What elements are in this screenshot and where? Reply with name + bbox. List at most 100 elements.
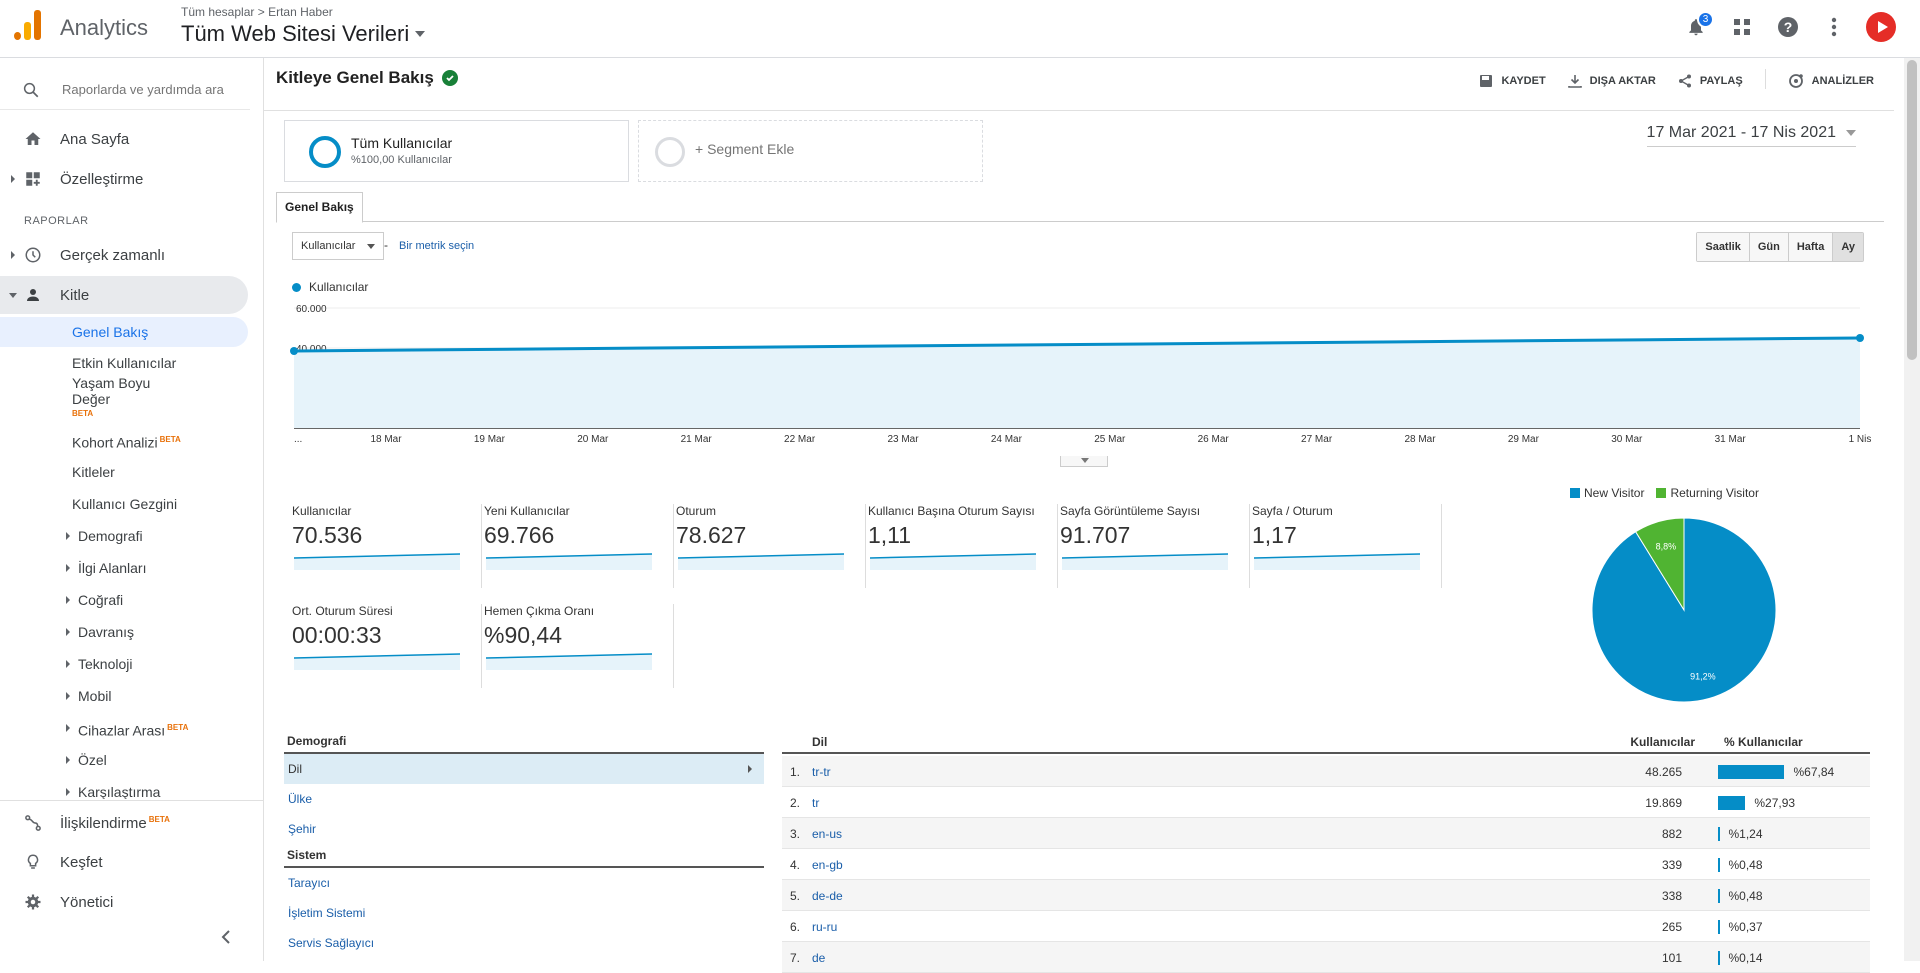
series-area — [294, 338, 1860, 428]
more-options-button[interactable] — [1820, 13, 1848, 41]
add-segment-button[interactable]: + Segment Ekle — [638, 120, 983, 182]
cross-device-label: Cihazlar Arası — [78, 722, 166, 739]
sidebar-sub-custom[interactable]: Özel — [0, 745, 248, 775]
property-selector[interactable]: Tüm Web Sitesi Verileri — [181, 21, 426, 47]
time-granularity: Saatlik Gün Hafta Ay — [1696, 232, 1864, 262]
demo-link-isp[interactable]: Servis Sağlayıcı — [288, 936, 375, 950]
pie-slice[interactable] — [1634, 517, 1685, 612]
sidebar-sub-cross-device[interactable]: Cihazlar Arası BETA — [0, 713, 248, 743]
chevron-down-icon — [367, 244, 376, 249]
sidebar-sub-audiences[interactable]: Kitleler — [72, 464, 115, 480]
sidebar-item-attribution[interactable]: İlişkilendirme BETA — [0, 804, 248, 842]
sidebar-sub-user-explorer[interactable]: Kullanıcı Gezgini — [72, 496, 178, 512]
language-link[interactable]: ru-ru — [812, 920, 838, 934]
search-icon — [23, 82, 39, 97]
y-tick-label: 60.000 — [296, 304, 327, 315]
month-button[interactable]: Ay — [1833, 233, 1863, 261]
chart-expand-button[interactable] — [1060, 456, 1108, 467]
metric-name: Sayfa / Oturum — [1252, 504, 1333, 518]
sidebar-item-audience[interactable]: Kitle — [0, 276, 248, 314]
metric-sparkline — [485, 653, 653, 670]
sidebar-sub-lifetime-value[interactable]: Yaşam Boyu Değer — [0, 373, 248, 407]
metric-card: Sayfa / Oturum 1,17 — [1252, 504, 1442, 588]
language-link[interactable]: en-us — [812, 827, 843, 841]
breadcrumb-root[interactable]: Tüm hesaplar — [181, 5, 255, 19]
cohort-label: Kohort Analizi — [72, 434, 158, 451]
percent-value: %1,24 — [1728, 827, 1763, 841]
verified-check-icon — [441, 70, 458, 86]
collapse-sidebar-button[interactable] — [220, 928, 232, 949]
share-button[interactable]: PAYLAŞ — [1678, 72, 1743, 89]
notifications-button[interactable]: 3 — [1682, 11, 1714, 41]
demo-link-language[interactable]: Dil — [284, 754, 764, 784]
sidebar-sub-behavior[interactable]: Davranış — [0, 617, 248, 647]
language-link[interactable]: de-de — [812, 889, 843, 903]
demo-link-os[interactable]: İşletim Sistemi — [288, 906, 366, 920]
demo-link-browser[interactable]: Tarayıcı — [288, 876, 331, 890]
language-link[interactable]: de — [812, 951, 826, 965]
save-button[interactable]: KAYDET — [1479, 72, 1546, 89]
language-link[interactable]: tr-tr — [812, 765, 831, 779]
day-button[interactable]: Gün — [1749, 233, 1789, 261]
col-percent-users: % Kullanıcılar — [1724, 735, 1803, 749]
sidebar-item-label: Yönetici — [60, 893, 114, 911]
metric-card: Kullanıcı Başına Oturum Sayısı 1,11 — [868, 504, 1058, 588]
apps-button[interactable] — [1728, 13, 1756, 41]
breadcrumb-separator: > — [257, 5, 265, 19]
tab-overview[interactable]: Genel Bakış — [276, 192, 363, 223]
sidebar-sub-benchmarking[interactable]: Karşılaştırma — [0, 777, 248, 799]
dashboard-icon — [26, 172, 40, 186]
search-input[interactable] — [62, 82, 232, 97]
data-point[interactable] — [290, 347, 298, 355]
metric-value: 69.766 — [484, 522, 555, 548]
help-button[interactable]: ? — [1774, 13, 1802, 41]
export-label: DIŞA AKTAR — [1589, 74, 1656, 87]
scrollbar-thumb[interactable] — [1907, 60, 1917, 360]
metric-select-value: Kullanıcılar — [301, 240, 356, 252]
users-value: 48.265 — [1645, 765, 1682, 779]
demo-link-city[interactable]: Şehir — [288, 822, 317, 836]
sidebar-sub-demographics[interactable]: Demografi — [0, 521, 248, 551]
sidebar-item-realtime[interactable]: Gerçek zamanlı — [0, 236, 248, 274]
export-button[interactable]: DIŞA AKTAR — [1567, 72, 1656, 89]
download-icon — [1567, 74, 1582, 88]
page-title: Kitleye Genel Bakış — [276, 68, 458, 88]
demo-link-country[interactable]: Ülke — [288, 792, 313, 806]
metric-select[interactable]: Kullanıcılar — [292, 232, 385, 260]
sidebar-sub-geo[interactable]: Coğrafi — [0, 585, 248, 615]
chevron-down-icon — [1846, 130, 1856, 136]
sidebar-sub-overview[interactable]: Genel Bakış — [0, 317, 248, 347]
sidebar-item-discover[interactable]: Keşfet — [0, 843, 248, 881]
help-icon: ? — [1778, 17, 1798, 37]
segment-percent: %100,00 Kullanıcılar — [351, 154, 452, 166]
system-heading: Sistem — [284, 848, 764, 868]
sidebar-sub-active-users[interactable]: Etkin Kullanıcılar — [72, 355, 177, 371]
reports-section-label: RAPORLAR — [24, 215, 89, 227]
hourly-button[interactable]: Saatlik — [1697, 233, 1750, 261]
page-scrollbar[interactable] — [1904, 58, 1920, 961]
sidebar-sub-mobile[interactable]: Mobil — [0, 681, 248, 711]
language-link[interactable]: tr — [812, 796, 820, 810]
segment-all-users[interactable]: Tüm Kullanıcılar %100,00 Kullanıcılar — [284, 120, 629, 182]
insights-button[interactable]: ANALİZLER — [1788, 72, 1874, 89]
chart-legend: Kullanıcılar — [292, 280, 368, 294]
date-range-picker[interactable]: 17 Mar 2021 - 17 Nis 2021 — [1646, 124, 1856, 147]
metric-name: Hemen Çıkma Oranı — [484, 604, 595, 618]
sidebar-sub-cohort[interactable]: Kohort Analizi BETA — [0, 425, 248, 455]
metric-sparkline — [677, 553, 845, 570]
language-link[interactable]: en-gb — [812, 858, 843, 872]
sidebar-item-admin[interactable]: Yönetici — [0, 883, 248, 921]
sidebar-item-customization[interactable]: Özelleştirme — [0, 160, 248, 198]
account-avatar-icon[interactable] — [1866, 12, 1896, 42]
breadcrumb-account[interactable]: Ertan Haber — [268, 5, 333, 19]
analytics-logo-icon[interactable] — [14, 10, 42, 40]
sidebar-item-home[interactable]: Ana Sayfa — [0, 120, 248, 158]
pick-metric-link[interactable]: Bir metrik seçin — [399, 240, 475, 252]
table-row: 1. tr-tr 48.265 %67,84 — [782, 756, 1870, 787]
percent-value: %0,14 — [1728, 951, 1763, 965]
week-button[interactable]: Hafta — [1788, 233, 1834, 261]
sidebar-sub-interests[interactable]: İlgi Alanları — [0, 553, 248, 583]
data-point[interactable] — [1856, 334, 1864, 342]
x-tick-label: 22 Mar — [784, 434, 816, 445]
sidebar-sub-technology[interactable]: Teknoloji — [0, 649, 248, 679]
